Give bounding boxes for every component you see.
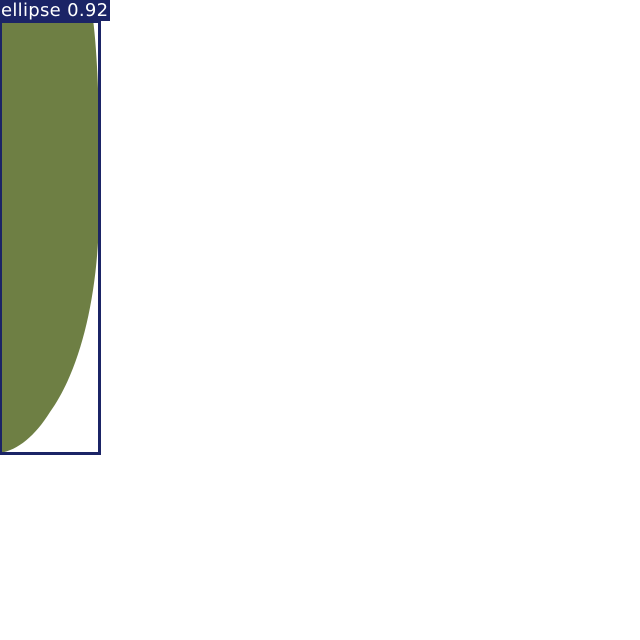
- detection-bounding-box: [0, 20, 101, 455]
- ellipse-shape: [0, 0, 100, 453]
- detection-label: ellipse 0.92: [0, 0, 111, 21]
